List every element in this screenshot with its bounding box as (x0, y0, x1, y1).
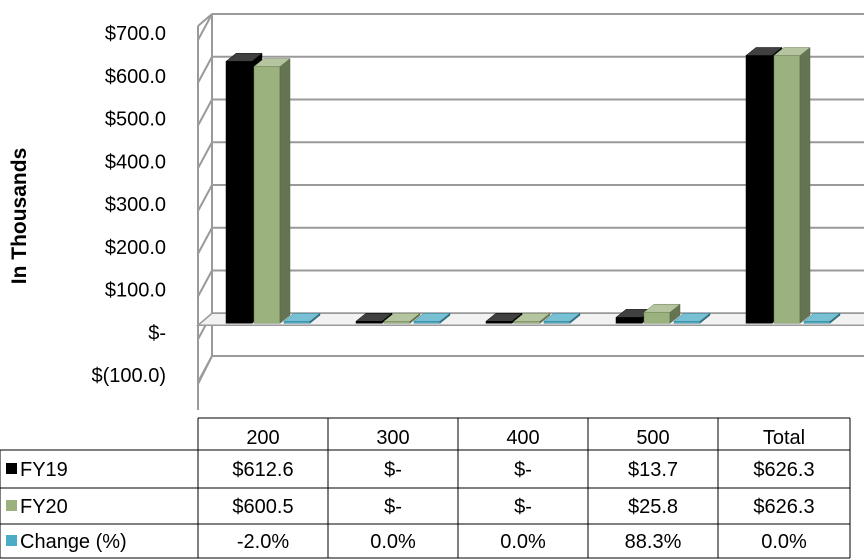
y-tick-label: $600.0 (105, 66, 166, 88)
data-label: $- (514, 496, 532, 518)
y-tick-label: $400.0 (105, 151, 166, 173)
bar-front (383, 321, 411, 324)
bar-top (673, 313, 711, 322)
data-label: $600.5 (232, 496, 293, 518)
bar-top (773, 47, 811, 56)
bar-side (799, 46, 811, 324)
x-tick-label: Total (763, 427, 805, 449)
gridline-side (197, 56, 213, 84)
data-label: -2.0% (237, 531, 289, 553)
legend-label: Change (%) (20, 531, 127, 553)
bar-front (803, 321, 831, 324)
x-tick-label: 400 (506, 427, 539, 449)
plot-walls (197, 13, 213, 410)
data-label: $612.6 (232, 459, 293, 481)
x-tick-label: 500 (636, 427, 669, 449)
bar-top (745, 47, 783, 56)
side-wall-top (197, 13, 213, 27)
bar-top (413, 313, 451, 322)
bar-top (643, 303, 681, 313)
bar-change--total (803, 312, 841, 324)
gridline-side (197, 270, 213, 297)
gridline-side (197, 184, 213, 212)
bar-top (283, 313, 321, 322)
data-label: $626.3 (753, 459, 814, 481)
bar-front (673, 321, 701, 324)
data-label: 88.3% (625, 531, 682, 553)
data-label: $- (384, 459, 402, 481)
bar-front (283, 321, 311, 324)
bar-front (773, 55, 801, 324)
gridline-side (197, 13, 213, 41)
bar-change--400 (543, 312, 581, 324)
bar-top (513, 313, 551, 322)
data-label: $- (514, 459, 532, 481)
bar-top (383, 313, 421, 322)
bar-fy20-500 (643, 303, 681, 324)
bar-front (413, 321, 441, 324)
bar-top (355, 313, 393, 322)
bar-front (225, 61, 253, 324)
data-label: 0.0% (761, 531, 807, 553)
bar-fy20-total (773, 46, 811, 324)
y-tick-label: $200.0 (105, 237, 166, 259)
data-label: $626.3 (753, 496, 814, 518)
bar-front (615, 317, 643, 324)
bar-front (485, 321, 513, 324)
bar-front (253, 66, 281, 324)
legend-swatch-change- (6, 535, 17, 546)
legend-label: FY20 (20, 496, 68, 518)
bar-fy20-400 (513, 312, 551, 324)
data-table: 200 300 400 500 Total FY19 $612.6 $- $- $13.7 $626… (0, 417, 851, 559)
legend-label: FY19 (20, 459, 68, 481)
gridline-side (197, 355, 213, 383)
bar-fy20-300 (383, 312, 421, 324)
data-label: $25.8 (628, 496, 678, 518)
bar-top (225, 53, 263, 62)
gridline-side (197, 227, 213, 255)
bar-front (543, 321, 571, 324)
bar-front (745, 55, 773, 324)
bar-top (803, 313, 841, 322)
bar-fy20-200 (253, 58, 291, 324)
x-tick-label: 300 (376, 427, 409, 449)
bar-top (485, 313, 523, 322)
y-axis-label: In Thousands (8, 148, 31, 285)
bar-top (253, 58, 291, 67)
legend-swatch-fy20 (6, 500, 17, 511)
legend-swatch-fy19 (6, 463, 17, 474)
bar-change--500 (673, 312, 711, 324)
gridline-side (197, 99, 213, 126)
y-tick-label: $500.0 (105, 109, 166, 131)
bar-change--200 (283, 312, 321, 324)
bar-top (543, 313, 581, 322)
data-label: $13.7 (628, 459, 678, 481)
y-tick-label: $(100.0) (92, 365, 167, 387)
bar-side (279, 58, 291, 324)
y-tick-label: $100.0 (105, 280, 166, 302)
bar-front (643, 311, 671, 324)
gridline-side (197, 141, 213, 169)
bar-front (513, 321, 541, 324)
x-tick-label: 200 (246, 427, 279, 449)
bar-change--300 (413, 312, 451, 324)
data-label: 0.0% (500, 531, 546, 553)
y-tick-label: $300.0 (105, 194, 166, 216)
y-tick-label: $- (148, 322, 166, 344)
y-tick-label: $700.0 (105, 23, 166, 45)
bars (225, 46, 841, 324)
y-axis-ticks: $(100.0) $- $100.0 $200.0 $300.0 $400.0 $500.0… (92, 23, 167, 387)
bar-front (355, 321, 383, 324)
data-label: $- (384, 496, 402, 518)
data-label: 0.0% (370, 531, 416, 553)
